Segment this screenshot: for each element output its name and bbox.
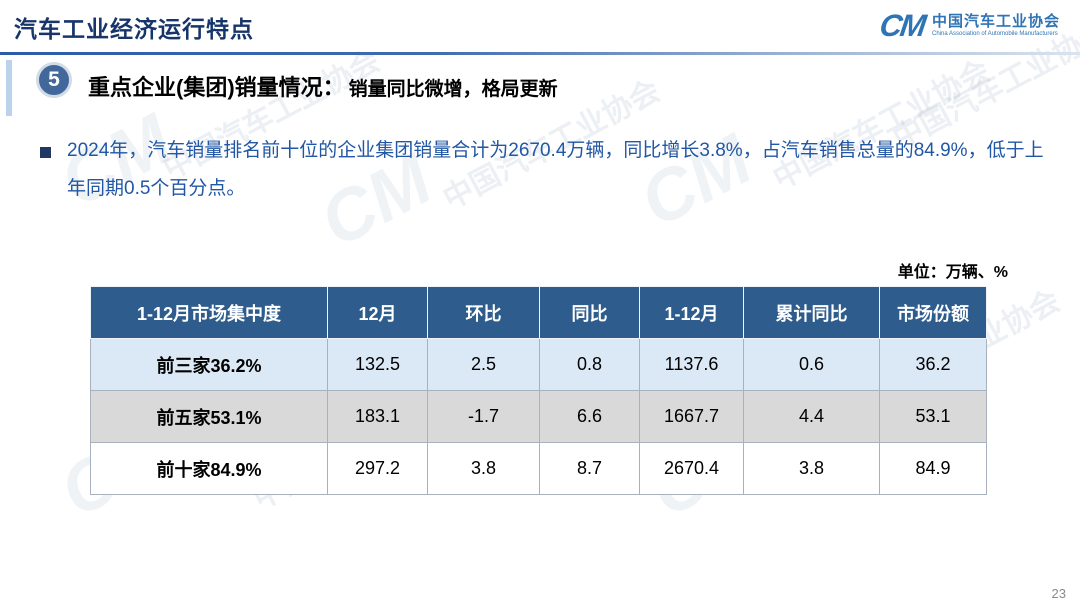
table-cell: 6.6 — [539, 390, 640, 443]
table-cell: 183.1 — [327, 390, 428, 443]
table-header-cell: 12月 — [327, 286, 428, 339]
table-cell: 2.5 — [427, 338, 540, 391]
concentration-table: 1-12月市场集中度 12月 环比 同比 1-12月 累计同比 市场份额 前三家… — [90, 286, 987, 495]
table-cell: 前十家84.9% — [90, 442, 328, 495]
section-number-badge: 5 — [36, 62, 72, 98]
unit-label: 单位：万辆、% — [897, 264, 1008, 281]
table-header-cell: 市场份额 — [879, 286, 987, 339]
table-cell: 1667.7 — [639, 390, 744, 443]
org-name-en: China Association of Automobile Manufact… — [931, 30, 1058, 37]
table-row: 前五家53.1% 183.1 -1.7 6.6 1667.7 4.4 53.1 — [90, 390, 987, 443]
table-header-cell: 1-12月市场集中度 — [90, 286, 328, 339]
table-header-cell: 1-12月 — [639, 286, 744, 339]
table-cell: 前三家36.2% — [90, 338, 328, 391]
table-header-row: 1-12月市场集中度 12月 环比 同比 1-12月 累计同比 市场份额 — [90, 286, 987, 339]
table-cell: 0.6 — [743, 338, 880, 391]
table-cell: 297.2 — [327, 442, 428, 495]
bullet-paragraph: 2024年，汽车销量排名前十位的企业集团销量合计为2670.4万辆，同比增长3.… — [67, 140, 1044, 199]
table-header-cell: 环比 — [427, 286, 540, 339]
table-cell: 1137.6 — [639, 338, 744, 391]
table-cell: 8.7 — [539, 442, 640, 495]
table-cell: 前五家53.1% — [90, 390, 328, 443]
table-cell: 4.4 — [743, 390, 880, 443]
table-cell: -1.7 — [427, 390, 540, 443]
table-cell: 3.8 — [743, 442, 880, 495]
cma-logo-icon: CM — [877, 8, 927, 43]
page-number: 23 — [1051, 586, 1066, 601]
table-cell: 3.8 — [427, 442, 540, 495]
header-divider — [0, 52, 1080, 55]
org-logo: CM 中国汽车工业协会 China Association of Automob… — [877, 8, 1060, 43]
table-row: 前三家36.2% 132.5 2.5 0.8 1137.6 0.6 36.2 — [90, 338, 987, 391]
table-cell: 132.5 — [327, 338, 428, 391]
table-row: 前十家84.9% 297.2 3.8 8.7 2670.4 3.8 84.9 — [90, 442, 987, 495]
bullet-square-icon — [40, 147, 51, 158]
table-cell: 84.9 — [879, 442, 987, 495]
page-title: 汽车工业经济运行特点 — [14, 16, 254, 42]
org-name-cn: 中国汽车工业协会 — [931, 13, 1060, 31]
left-accent-bar — [6, 60, 12, 116]
table-header-cell: 同比 — [539, 286, 640, 339]
table-cell: 36.2 — [879, 338, 987, 391]
section-heading-sub: 销量同比微增，格局更新 — [348, 79, 558, 100]
table-header-cell: 累计同比 — [743, 286, 880, 339]
section-heading-main: 重点企业(集团)销量情况： — [88, 75, 345, 100]
section-heading: 重点企业(集团)销量情况： 销量同比微增，格局更新 — [88, 70, 558, 102]
table-cell: 53.1 — [879, 390, 987, 443]
table-cell: 2670.4 — [639, 442, 744, 495]
table-cell: 0.8 — [539, 338, 640, 391]
